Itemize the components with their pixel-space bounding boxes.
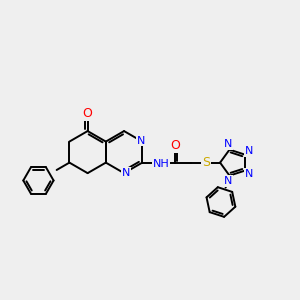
Text: N: N [245, 169, 254, 179]
Text: N: N [122, 168, 130, 178]
Text: O: O [170, 139, 180, 152]
Text: N: N [224, 176, 232, 186]
Text: N: N [137, 136, 146, 146]
Text: N: N [224, 140, 232, 149]
Text: NH: NH [153, 159, 169, 169]
Text: N: N [245, 146, 254, 156]
Text: S: S [202, 156, 210, 169]
Text: O: O [83, 107, 93, 120]
